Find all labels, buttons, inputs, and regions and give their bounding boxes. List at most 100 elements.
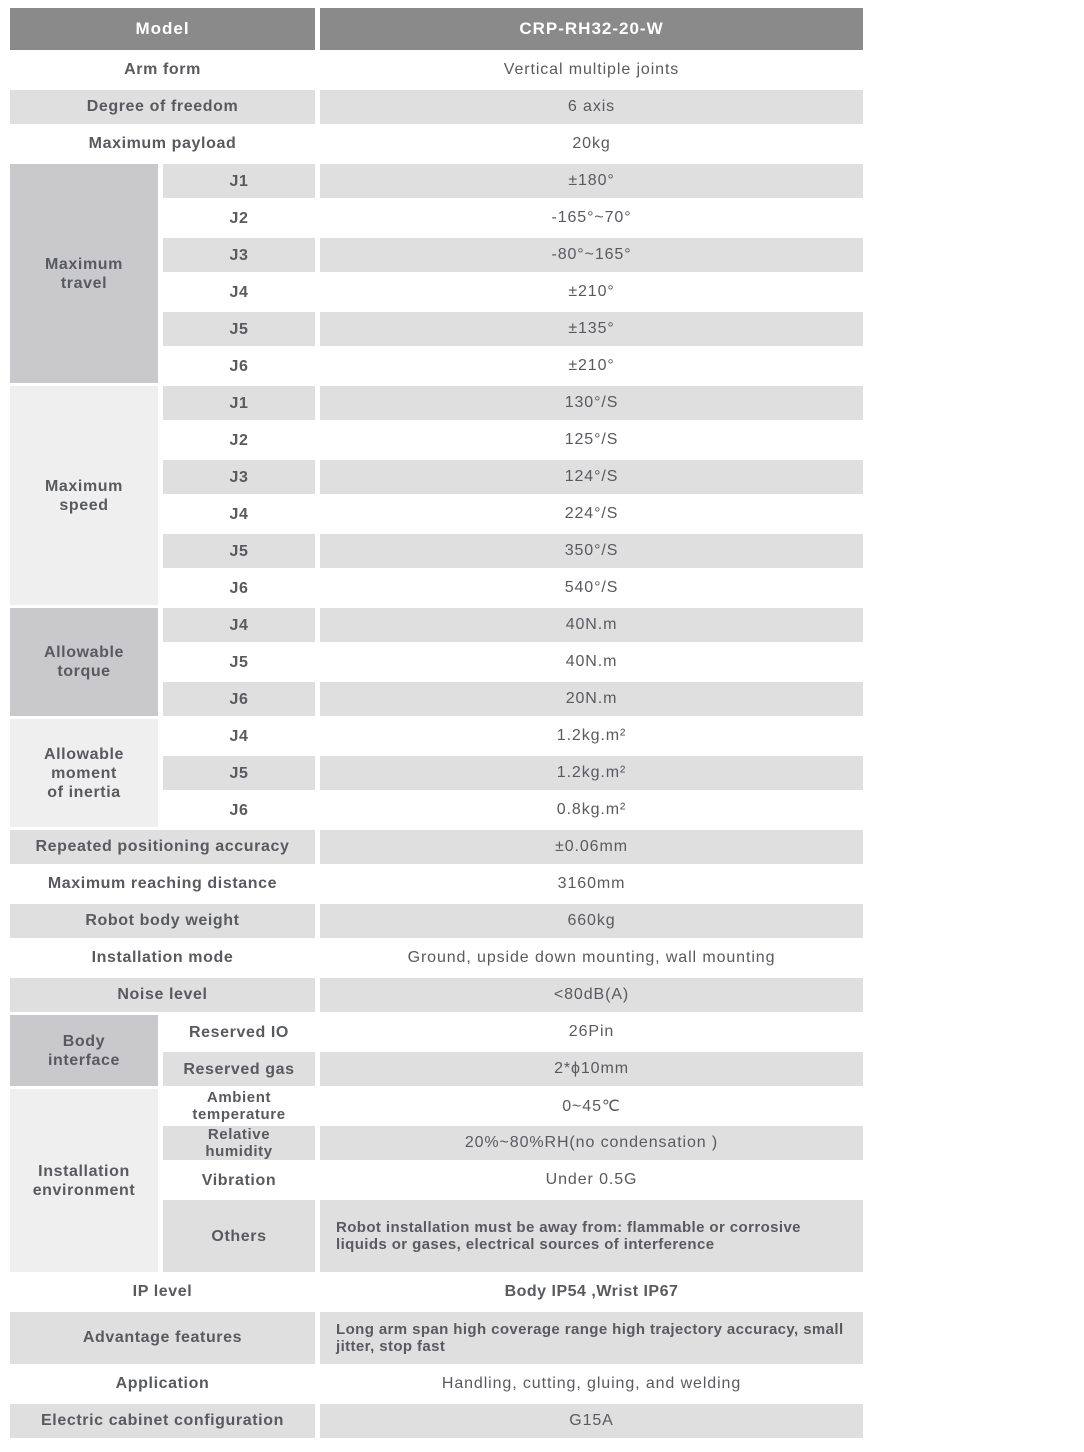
sub-value: Robot installation must be away from: fl… <box>320 1200 863 1272</box>
row-value: 3160mm <box>557 875 626 892</box>
robot-spec-table: Model CRP-RH32-20-W Arm form Vertical mu… <box>10 8 863 1438</box>
row-inertia-j4: J4 1.2kg.m² <box>163 719 863 753</box>
joint-label: J6 <box>229 357 249 375</box>
joint-label: J4 <box>229 727 249 745</box>
joint-label: J5 <box>229 653 249 671</box>
row-value: <80dB(A) <box>320 978 863 1012</box>
row-travel-j6: J6 ±210° <box>163 349 863 383</box>
row-vibration: Vibration Under 0.5G <box>163 1163 863 1197</box>
group-allowable-inertia: Allowable moment of inertia J4 1.2kg.m² … <box>10 719 863 827</box>
row-degree-of-freedom: Degree of freedom 6 axis <box>10 90 863 124</box>
row-maximum-reaching-distance: Maximum reaching distance 3160mm <box>10 867 863 901</box>
row-ambient-temperature: Ambient temperature 0~45℃ <box>163 1089 863 1123</box>
header-model-value: CRP-RH32-20-W <box>320 8 863 50</box>
row-arm-form: Arm form Vertical multiple joints <box>10 53 863 87</box>
joint-label: J2 <box>229 431 249 449</box>
joint-value: -80°~165° <box>320 238 863 272</box>
row-maximum-payload: Maximum payload 20kg <box>10 127 863 161</box>
sub-label: Vibration <box>201 1171 277 1189</box>
sub-value: 20%~80%RH(no condensation ) <box>320 1126 863 1160</box>
row-speed-j4: J4 224°/S <box>163 497 863 531</box>
group-label-allowable-torque: Allowable torque <box>10 608 158 716</box>
joint-label: J4 <box>163 608 315 642</box>
joint-label: J5 <box>163 756 315 790</box>
row-speed-j5: J5 350°/S <box>163 534 863 568</box>
joint-label: J6 <box>229 801 249 819</box>
row-value: Vertical multiple joints <box>503 61 680 78</box>
row-travel-j2: J2 -165°~70° <box>163 201 863 235</box>
row-relative-humidity: Relative humidity 20%~80%RH(no condensat… <box>163 1126 863 1160</box>
group-label-maximum-travel: Maximum travel <box>10 164 158 383</box>
group-body-interface: Body interface Reserved IO 26Pin Reserve… <box>10 1015 863 1086</box>
joint-value: ±135° <box>320 312 863 346</box>
row-speed-j1: J1 130°/S <box>163 386 863 420</box>
row-torque-j4: J4 40N.m <box>163 608 863 642</box>
group-maximum-speed: Maximum speed J1 130°/S J2 125°/S J3 124… <box>10 386 863 605</box>
row-reserved-io: Reserved IO 26Pin <box>163 1015 863 1049</box>
row-others: Others Robot installation must be away f… <box>163 1200 863 1272</box>
sub-label: Others <box>163 1200 315 1272</box>
joint-label: J6 <box>163 682 315 716</box>
row-label: Noise level <box>10 978 315 1012</box>
row-travel-j1: J1 ±180° <box>163 164 863 198</box>
row-label: Robot body weight <box>10 904 315 938</box>
row-label: Application <box>115 1375 210 1392</box>
joint-label: J5 <box>163 312 315 346</box>
row-value: Ground, upside down mounting, wall mount… <box>407 949 776 966</box>
row-label: Advantage features <box>10 1312 315 1364</box>
row-noise-level: Noise level <80dB(A) <box>10 978 863 1012</box>
row-inertia-j5: J5 1.2kg.m² <box>163 756 863 790</box>
joint-value: 20N.m <box>320 682 863 716</box>
row-value: 20kg <box>572 135 611 152</box>
group-label-allowable-inertia: Allowable moment of inertia <box>10 719 158 827</box>
group-installation-environment: Installation environment Ambient tempera… <box>10 1089 863 1272</box>
row-travel-j4: J4 ±210° <box>163 275 863 309</box>
joint-label: J1 <box>163 164 315 198</box>
row-label: Maximum payload <box>88 135 237 152</box>
sub-value: 0~45℃ <box>562 1098 621 1115</box>
joint-value: 224°/S <box>564 505 619 522</box>
row-value: Handling, cutting, gluing, and welding <box>441 1375 742 1392</box>
row-travel-j5: J5 ±135° <box>163 312 863 346</box>
group-label-maximum-speed: Maximum speed <box>10 386 158 605</box>
row-speed-j3: J3 124°/S <box>163 460 863 494</box>
row-ip-level: IP level Body IP54 ,Wrist IP67 <box>10 1275 863 1309</box>
row-torque-j6: J6 20N.m <box>163 682 863 716</box>
row-torque-j5: J5 40N.m <box>163 645 863 679</box>
table-header-row: Model CRP-RH32-20-W <box>10 8 863 50</box>
row-speed-j6: J6 540°/S <box>163 571 863 605</box>
row-value: G15A <box>320 1404 863 1438</box>
row-repeated-positioning-accuracy: Repeated positioning accuracy ±0.06mm <box>10 830 863 864</box>
group-maximum-travel: Maximum travel J1 ±180° J2 -165°~70° J3 … <box>10 164 863 383</box>
row-speed-j2: J2 125°/S <box>163 423 863 457</box>
joint-label: J6 <box>229 579 249 597</box>
joint-label: J3 <box>163 460 315 494</box>
joint-value: 125°/S <box>564 431 619 448</box>
joint-label: J4 <box>229 505 249 523</box>
row-travel-j3: J3 -80°~165° <box>163 238 863 272</box>
row-label: IP level <box>132 1283 193 1300</box>
sub-label: Reserved IO <box>189 1023 289 1041</box>
row-inertia-j6: J6 0.8kg.m² <box>163 793 863 827</box>
sub-label: Relative humidity <box>163 1126 315 1160</box>
row-value: ±0.06mm <box>320 830 863 864</box>
joint-value: 540°/S <box>564 579 619 596</box>
group-label-body-interface: Body interface <box>10 1015 158 1086</box>
joint-value: 350°/S <box>320 534 863 568</box>
joint-label: J2 <box>229 209 249 227</box>
joint-value: 124°/S <box>320 460 863 494</box>
joint-label: J4 <box>229 283 249 301</box>
row-application: Application Handling, cutting, gluing, a… <box>10 1367 863 1401</box>
sub-value: Under 0.5G <box>545 1171 638 1188</box>
row-installation-mode: Installation mode Ground, upside down mo… <box>10 941 863 975</box>
row-value: Body IP54 ,Wrist IP67 <box>504 1283 679 1300</box>
joint-value: -165°~70° <box>551 209 632 226</box>
row-value: 660kg <box>320 904 863 938</box>
header-model-label: Model <box>10 8 315 50</box>
row-label: Degree of freedom <box>10 90 315 124</box>
joint-label: J3 <box>163 238 315 272</box>
row-value: Long arm span high coverage range high t… <box>320 1312 863 1364</box>
row-electric-cabinet-configuration: Electric cabinet configuration G15A <box>10 1404 863 1438</box>
joint-value: 1.2kg.m² <box>320 756 863 790</box>
joint-label: J5 <box>163 534 315 568</box>
